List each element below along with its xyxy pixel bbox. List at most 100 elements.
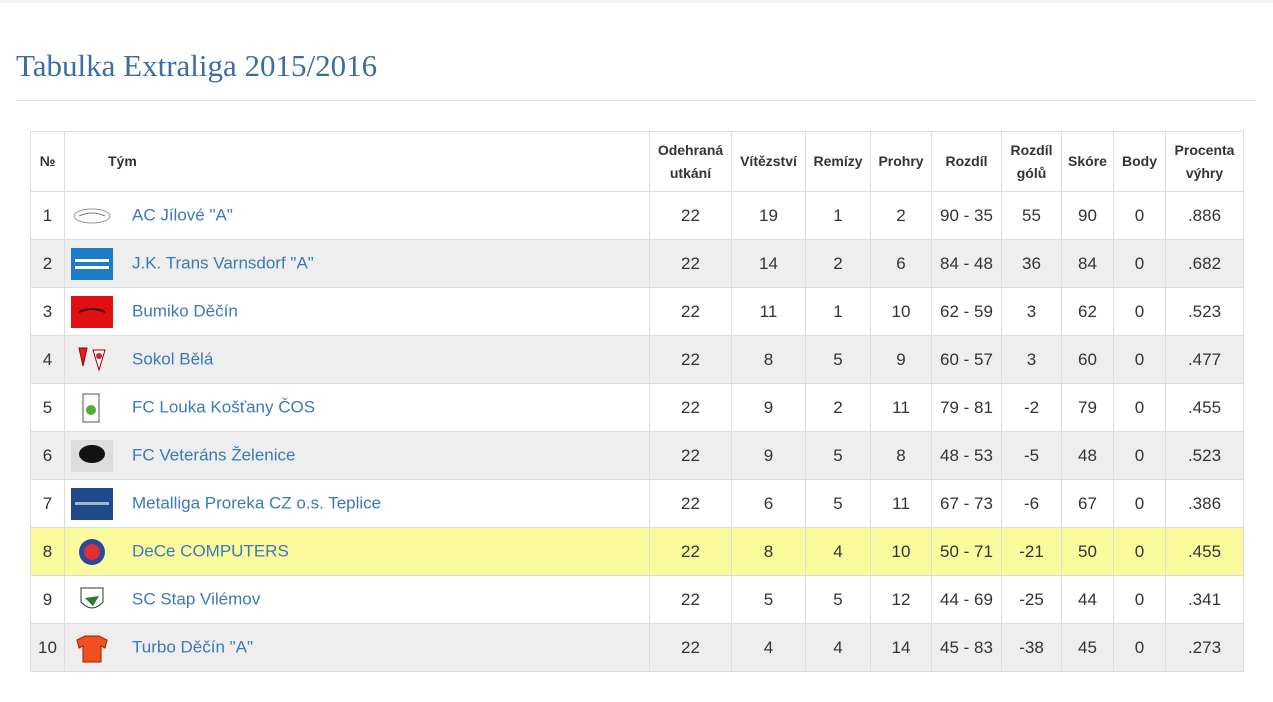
stat-cell: -25 <box>1001 575 1062 624</box>
team-cell: DeCe COMPUTERS <box>64 527 650 576</box>
stat-cell: 22 <box>649 527 732 576</box>
stat-cell: 60 <box>1061 335 1114 384</box>
stat-cell: 36 <box>1001 239 1062 288</box>
stat-cell: 0 <box>1113 623 1166 672</box>
team-cell: SC Stap Vilémov <box>64 575 650 624</box>
team-link[interactable]: SC Stap Vilémov <box>132 588 261 608</box>
stat-cell: 5 <box>805 431 871 480</box>
team-link[interactable]: Metalliga Proreka CZ o.s. Teplice <box>132 492 382 512</box>
stat-cell: 11 <box>870 479 932 528</box>
column-header: Procenta výhry <box>1165 131 1244 192</box>
stat-cell: 44 <box>1061 575 1114 624</box>
column-header: Rozdíl gólů <box>1001 131 1062 192</box>
column-header: Body <box>1113 131 1166 192</box>
team-row: 8 DeCe COMPUTERS 22 8 4 10 50 - 71 -21 50 0.455 <box>30 527 1244 576</box>
team-link[interactable]: Bumiko Děčín <box>132 300 238 320</box>
stat-cell: 55 <box>1001 191 1062 240</box>
team-cell: AC Jílové "A" <box>64 191 650 240</box>
team-link[interactable]: FC Veteráns Želenice <box>132 444 296 464</box>
column-header: Rozdíl <box>931 131 1002 192</box>
stat-cell: 11 <box>731 287 806 336</box>
stat-cell: 5 <box>805 335 871 384</box>
stat-cell: 22 <box>649 623 732 672</box>
stat-cell: 0 <box>1113 335 1166 384</box>
stat-cell: 62 <box>1061 287 1114 336</box>
team-row: 2 J.K. Trans Varnsdorf "A" 22 14 2 6 84 - 48 36… <box>30 239 1244 288</box>
stat-cell: .886 <box>1165 191 1244 240</box>
stat-cell: 50 - 71 <box>931 527 1002 576</box>
stat-cell: 2 <box>870 191 932 240</box>
team-logo <box>79 538 105 565</box>
top-bar <box>0 0 1273 3</box>
standings-table: № Tým Odehraná utkání Vítězství Remízy Prohry… <box>30 131 1244 672</box>
team-link[interactable]: DeCe COMPUTERS <box>132 540 289 560</box>
stat-cell: 1 <box>805 191 871 240</box>
stat-cell: 67 <box>1061 479 1114 528</box>
stat-cell: 0 <box>1113 527 1166 576</box>
stat-cell: 10 <box>870 287 932 336</box>
column-header: Skóre <box>1061 131 1114 192</box>
stat-cell: 1 <box>805 287 871 336</box>
stat-cell: 22 <box>649 287 732 336</box>
stat-cell: 60 - 57 <box>931 335 1002 384</box>
column-header: Prohry <box>870 131 932 192</box>
stat-cell: 10 <box>30 623 65 672</box>
stat-cell: 8 <box>30 527 65 576</box>
team-link[interactable]: FC Louka Košťany ČOS <box>132 396 316 416</box>
stat-cell: 22 <box>649 239 732 288</box>
page-title: Tabulka Extraliga 2015/2016 <box>16 48 378 83</box>
team-link[interactable]: AC Jílové "A" <box>132 204 233 224</box>
stat-cell: 67 - 73 <box>931 479 1002 528</box>
stat-cell: -38 <box>1001 623 1062 672</box>
stat-cell: 8 <box>731 335 806 384</box>
stat-cell: .455 <box>1165 527 1244 576</box>
team-link[interactable]: Turbo Děčín "A" <box>132 636 254 656</box>
stat-cell: 62 - 59 <box>931 287 1002 336</box>
stat-cell: 22 <box>649 191 732 240</box>
stat-cell: 45 <box>1061 623 1114 672</box>
stat-cell: 22 <box>649 431 732 480</box>
stat-cell: 10 <box>870 527 932 576</box>
stat-cell: 84 - 48 <box>931 239 1002 288</box>
team-row: 6 FC Veteráns Želenice 22 9 5 8 48 - 53 -5 48 0.5… <box>30 431 1244 480</box>
stat-cell: 12 <box>870 575 932 624</box>
stat-cell: 6 <box>870 239 932 288</box>
stat-cell: 0 <box>1113 383 1166 432</box>
stat-cell: 0 <box>1113 431 1166 480</box>
team-link[interactable]: Sokol Bělá <box>132 348 214 368</box>
stat-cell: 22 <box>649 335 732 384</box>
stat-cell: 48 <box>1061 431 1114 480</box>
team-row: 3 Bumiko Děčín 22 11 1 10 62 - 59 3 62 0.523 <box>30 287 1244 336</box>
stat-cell: .386 <box>1165 479 1244 528</box>
stat-cell: 0 <box>1113 575 1166 624</box>
column-header: Odehraná utkání <box>649 131 732 192</box>
stat-cell: .682 <box>1165 239 1244 288</box>
stat-cell: 0 <box>1113 479 1166 528</box>
stat-cell: 0 <box>1113 287 1166 336</box>
team-row: 4 Sokol Bělá 22 8 5 9 60 - 57 3 60 0.477 <box>30 335 1244 384</box>
team-row: 5 FC Louka Košťany ČOS 22 9 2 11 79 - 81 -2 79 0.… <box>30 383 1244 432</box>
stat-cell: 2 <box>805 383 871 432</box>
column-header: Remízy <box>805 131 871 192</box>
stat-cell: 6 <box>731 479 806 528</box>
table-body: 1 AC Jílové "A" 22 19 1 2 90 - 35 55 90 0.886 2 J.K… <box>30 191 1244 672</box>
stat-cell: 14 <box>731 239 806 288</box>
stat-cell: 1 <box>30 191 65 240</box>
stat-cell: .341 <box>1165 575 1244 624</box>
stat-cell: 45 - 83 <box>931 623 1002 672</box>
stat-cell: 11 <box>870 383 932 432</box>
stat-cell: 22 <box>649 383 732 432</box>
stat-cell: 9 <box>870 335 932 384</box>
stat-cell: 44 - 69 <box>931 575 1002 624</box>
team-link[interactable]: J.K. Trans Varnsdorf "A" <box>132 252 314 272</box>
stat-cell: 79 - 81 <box>931 383 1002 432</box>
stat-cell: 4 <box>30 335 65 384</box>
team-cell: Turbo Děčín "A" <box>64 623 650 672</box>
stat-cell: 22 <box>649 575 732 624</box>
stat-cell: 50 <box>1061 527 1114 576</box>
stat-cell: 6 <box>30 431 65 480</box>
stat-cell: 79 <box>1061 383 1114 432</box>
stat-cell: 9 <box>30 575 65 624</box>
stat-cell: 84 <box>1061 239 1114 288</box>
